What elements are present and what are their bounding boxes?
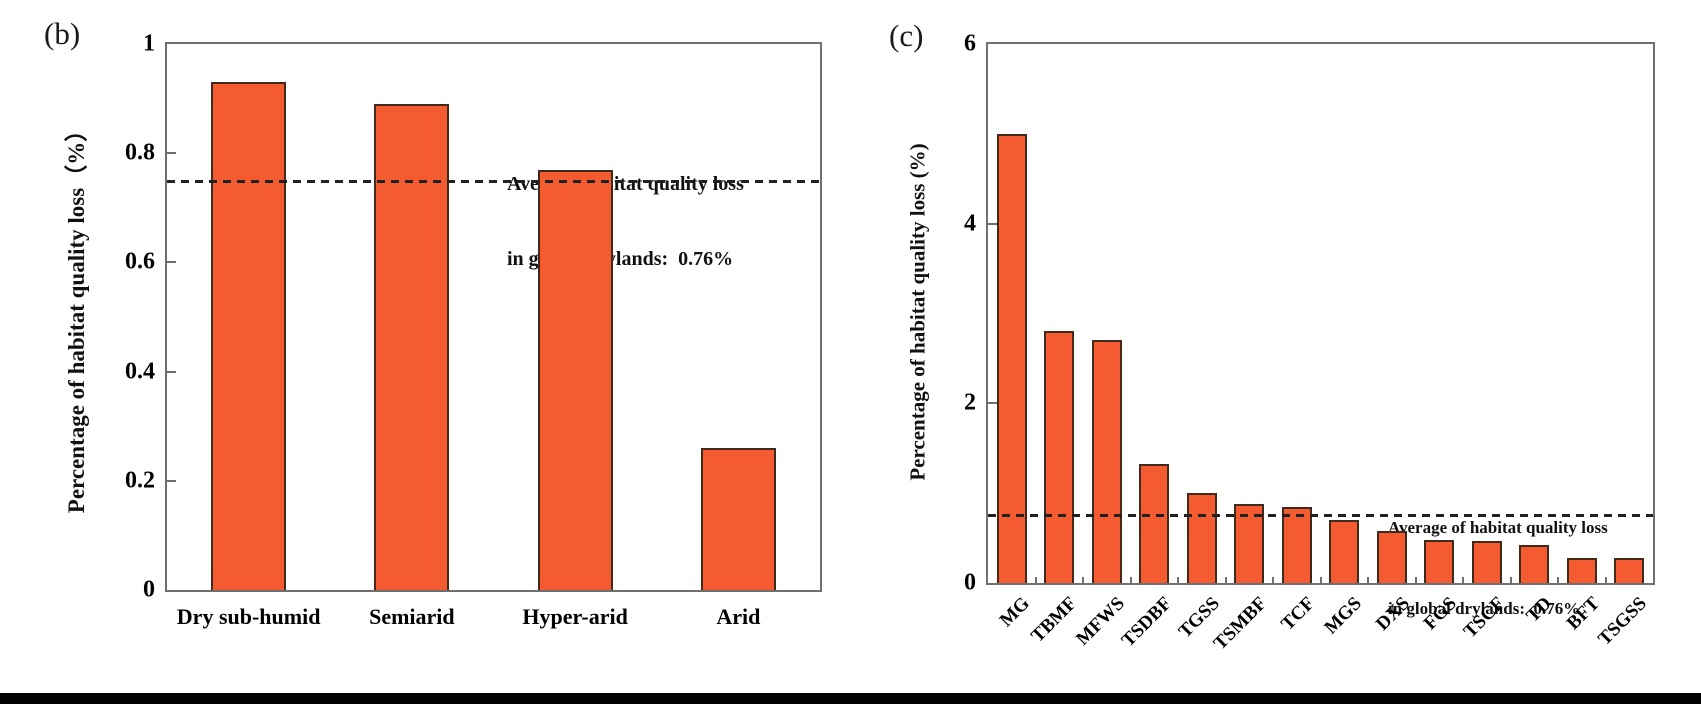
- bottom-border-bar: [0, 693, 1701, 704]
- y-axis-label-c: Percentage of habitat quality loss (%): [905, 143, 930, 481]
- bar-tbmf: [1044, 331, 1075, 583]
- x-tick-mark-c-6: [1272, 577, 1274, 583]
- y-tick-label-b-0.2: 0.2: [125, 467, 155, 494]
- y-tick-mark-b-0.2: [167, 479, 176, 482]
- x-axis-label-semiarid: Semiarid: [369, 604, 455, 629]
- panel-label-c: (c): [889, 18, 924, 53]
- x-tick-mark-c-2: [1082, 577, 1084, 583]
- bar-mgs: [1329, 520, 1360, 583]
- y-tick-mark-b-0.4: [167, 370, 176, 373]
- y-tick-label-b-1: 1: [143, 30, 155, 57]
- y-tick-label-b-0.6: 0.6: [125, 248, 155, 275]
- bar-mfws: [1091, 340, 1122, 583]
- bar-dry-sub-humid: [211, 82, 287, 590]
- y-tick-label-c-4: 4: [964, 210, 976, 237]
- bar-bft: [1566, 558, 1597, 583]
- y-tick-mark-b-0.6: [167, 261, 176, 264]
- bar-tcf: [1281, 507, 1312, 583]
- y-tick-mark-c-2: [988, 402, 997, 405]
- y-tick-label-b-0.4: 0.4: [125, 358, 155, 385]
- x-axis-label-mfws: MFWS: [1071, 593, 1129, 650]
- x-axis-label-hyper-arid: Hyper-arid: [522, 604, 628, 629]
- plot-area-b: Average habitat quality loss in global d…: [125, 31, 822, 629]
- x-tick-mark-c-4: [1177, 577, 1179, 583]
- x-axis-label-tcf: TCF: [1276, 593, 1319, 635]
- reference-dashed-line-b: [167, 179, 820, 183]
- bar-hyper-arid: [537, 170, 613, 590]
- x-tick-mark-c-9: [1414, 577, 1417, 583]
- bar-td: [1519, 545, 1550, 583]
- bar-tscf: [1471, 541, 1502, 583]
- x-tick-mark-c-11: [1509, 577, 1512, 583]
- plot-area-c: Average of habitat quality loss in globa…: [964, 31, 1655, 654]
- x-tick-mark-c-8: [1367, 577, 1369, 583]
- bar-semiarid: [374, 104, 450, 590]
- bar-mg: [996, 134, 1027, 583]
- bar-tsmbf: [1234, 504, 1265, 583]
- x-axis-label-tsdbf: TSDBF: [1117, 593, 1177, 652]
- x-axis-label-dry-sub-humid: Dry sub-humid: [176, 604, 321, 629]
- reference-dashed-line-c: [988, 513, 1653, 517]
- y-axis-label-b: Percentage of habitat quality loss（%）: [64, 118, 89, 514]
- annotation-c-line1: Average of habitat quality loss: [1388, 518, 1608, 537]
- y-tick-label-c-0: 0: [964, 569, 976, 596]
- x-tick-mark-c-13: [1604, 577, 1607, 583]
- x-tick-mark-c-12: [1557, 577, 1559, 583]
- y-tick-label-b-0: 0: [143, 576, 155, 603]
- panel-label-b: (b): [44, 16, 81, 51]
- x-tick-mark-c-3: [1129, 577, 1132, 583]
- annotation-c-line2: in global drylands: 0.76%: [1388, 599, 1581, 618]
- y-tick-label-c-6: 6: [964, 30, 976, 57]
- y-tick-mark-b-0.8: [167, 152, 176, 155]
- annotation-c: Average of habitat quality loss in globa…: [1388, 460, 1608, 676]
- x-axis-label-mgs: MGS: [1320, 593, 1367, 639]
- x-axis-label-arid: Arid: [716, 604, 761, 629]
- bar-fgs: [1424, 540, 1455, 583]
- x-tick-mark-c-10: [1462, 577, 1464, 583]
- x-axis-label-tbmf: TBMF: [1027, 593, 1082, 647]
- bar-dxs: [1376, 531, 1407, 583]
- bar-tsgss: [1614, 558, 1645, 583]
- bar-tsdbf: [1139, 464, 1170, 583]
- x-tick-mark-c-7: [1319, 577, 1322, 583]
- y-tick-mark-c-4: [988, 222, 997, 225]
- x-axis-label-mg: MG: [995, 593, 1034, 631]
- bar-tgss: [1186, 493, 1217, 583]
- x-tick-mark-c-5: [1224, 577, 1227, 583]
- y-tick-label-b-0.8: 0.8: [125, 139, 155, 166]
- bar-arid: [700, 448, 776, 590]
- y-tick-label-c-2: 2: [964, 389, 976, 416]
- x-tick-mark-c-1: [1034, 577, 1037, 583]
